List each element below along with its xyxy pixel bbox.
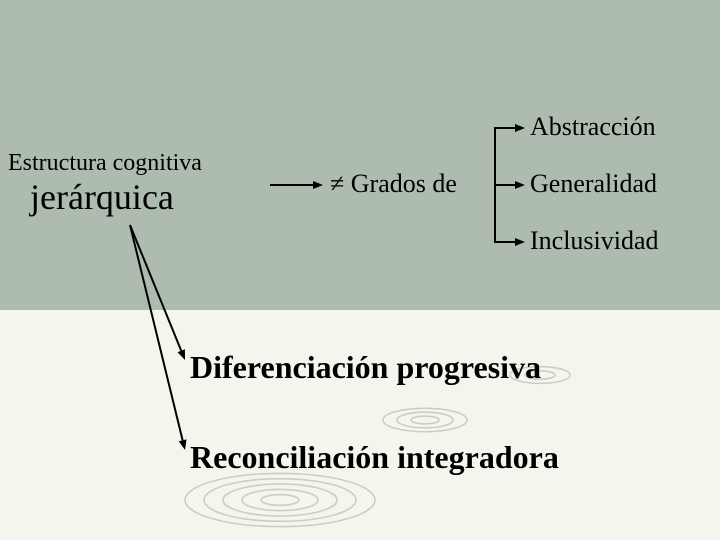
arrow-to-grados-head — [313, 181, 323, 189]
arrow-to-diferenciacion-head — [178, 349, 185, 360]
arrow-to-inclusividad-head — [515, 238, 525, 246]
arrow-layer — [0, 0, 720, 540]
arrow-to-reconciliacion-head — [179, 439, 187, 450]
arrow-to-abstraccion-head — [515, 124, 525, 132]
arrow-to-generalidad-head — [515, 181, 525, 189]
